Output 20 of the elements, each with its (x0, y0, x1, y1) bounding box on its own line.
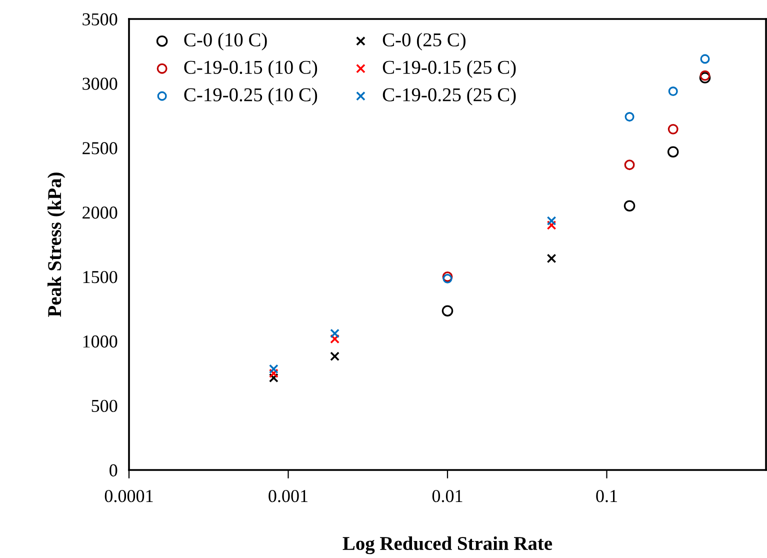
y-tick-label: 500 (92, 400, 118, 412)
x-tick-label: 0.01 (432, 490, 462, 502)
legend-label: C-0 (25 C) (382, 32, 466, 50)
legend-label: C-0 (10 C) (184, 32, 267, 50)
legend-label: C-19-0.25 (25 C) (382, 88, 516, 106)
x-tick-label: 0.1 (596, 490, 617, 502)
legend-label: C-19-0.15 (10 C) (184, 60, 318, 78)
y-tick-label: 1000 (83, 335, 118, 348)
y-tick-label: 1500 (83, 270, 118, 284)
y-tick-label: 0 (110, 464, 118, 476)
y-tick-label: 3000 (82, 78, 118, 90)
y-axis-title: Peak Stress (kPa) (47, 172, 66, 317)
legend-label: C-19-0.25 (10 C) (184, 88, 318, 106)
y-tick-label: 2000 (82, 206, 118, 219)
y-tick-label: 2500 (82, 142, 118, 154)
x-tick-label: 0.001 (268, 490, 308, 502)
x-tick-label: 0.0001 (104, 490, 153, 502)
legend-label: C-19-0.15 (25 C) (382, 60, 516, 78)
x-axis-title: Log Reduced Strain Rate (342, 536, 552, 554)
y-tick-label: 3500 (82, 13, 118, 26)
